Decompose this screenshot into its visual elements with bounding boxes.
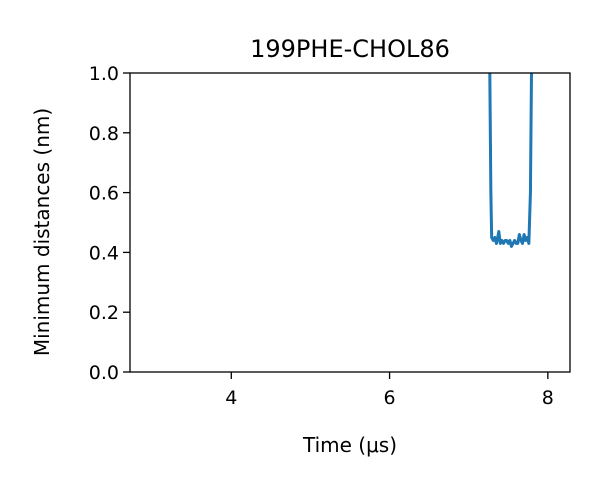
- chart-title: 199PHE-CHOL86: [250, 35, 450, 63]
- plot-frame: [129, 72, 571, 373]
- x-axis-label: Time (μs): [302, 433, 397, 457]
- x-tick-label: 4: [225, 387, 237, 409]
- y-tick-label: 1.0: [89, 63, 119, 85]
- series-layer: [488, 73, 533, 248]
- y-axis-label: Minimum distances (nm): [30, 108, 54, 356]
- y-axis: 0.0 0.2 0.4 0.6 0.8 1.0: [89, 63, 130, 384]
- y-tick-label: 0.4: [89, 242, 119, 264]
- y-tick-label: 0.6: [89, 183, 119, 205]
- y-tick-label: 0.2: [89, 302, 119, 324]
- x-tick-label: 8: [542, 387, 554, 409]
- x-tick-label: 6: [384, 387, 396, 409]
- series-line: [488, 73, 533, 248]
- x-axis: 4 6 8: [225, 372, 554, 409]
- y-tick-label: 0.8: [89, 123, 119, 145]
- y-tick-label: 0.0: [89, 362, 119, 384]
